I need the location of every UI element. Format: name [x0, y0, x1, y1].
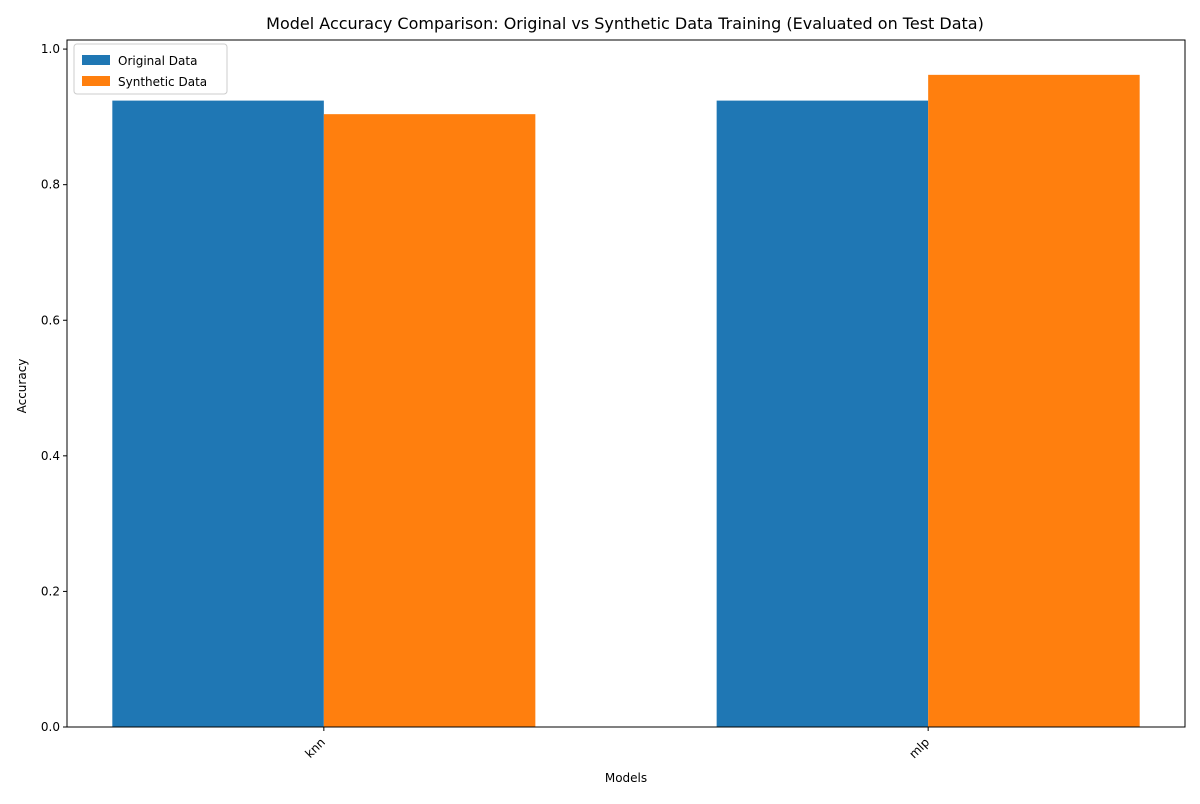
legend: Original Data Synthetic Data	[73, 43, 228, 95]
x-axis-label: Models	[605, 771, 647, 785]
plot-frame	[66, 39, 1186, 728]
legend-swatch	[82, 76, 110, 86]
y-tick-label: 0.4	[41, 449, 60, 463]
legend-label: Original Data	[118, 54, 197, 68]
y-tick-label: 1.0	[41, 42, 60, 56]
chart-title: Model Accuracy Comparison: Original vs S…	[266, 14, 984, 33]
y-axis-label: Accuracy	[15, 359, 29, 414]
y-tick-label: 0.8	[41, 178, 60, 192]
legend-box	[73, 43, 228, 95]
x-tick-label-knn: knn	[302, 735, 328, 761]
y-tick-label: 0.2	[41, 584, 60, 598]
x-tick-label-mlp: mlp	[906, 735, 932, 761]
bars-layer	[112, 74, 1140, 728]
bar-knn-synthetic	[323, 114, 536, 727]
bar-mlp-original	[716, 100, 929, 727]
legend-label: Synthetic Data	[118, 75, 207, 89]
bar-knn-original	[112, 100, 324, 727]
y-tick-label: 0.6	[41, 313, 60, 327]
bar-mlp-synthetic	[928, 74, 1140, 728]
y-tick-label: 0.0	[41, 720, 60, 734]
legend-swatch	[82, 55, 110, 65]
